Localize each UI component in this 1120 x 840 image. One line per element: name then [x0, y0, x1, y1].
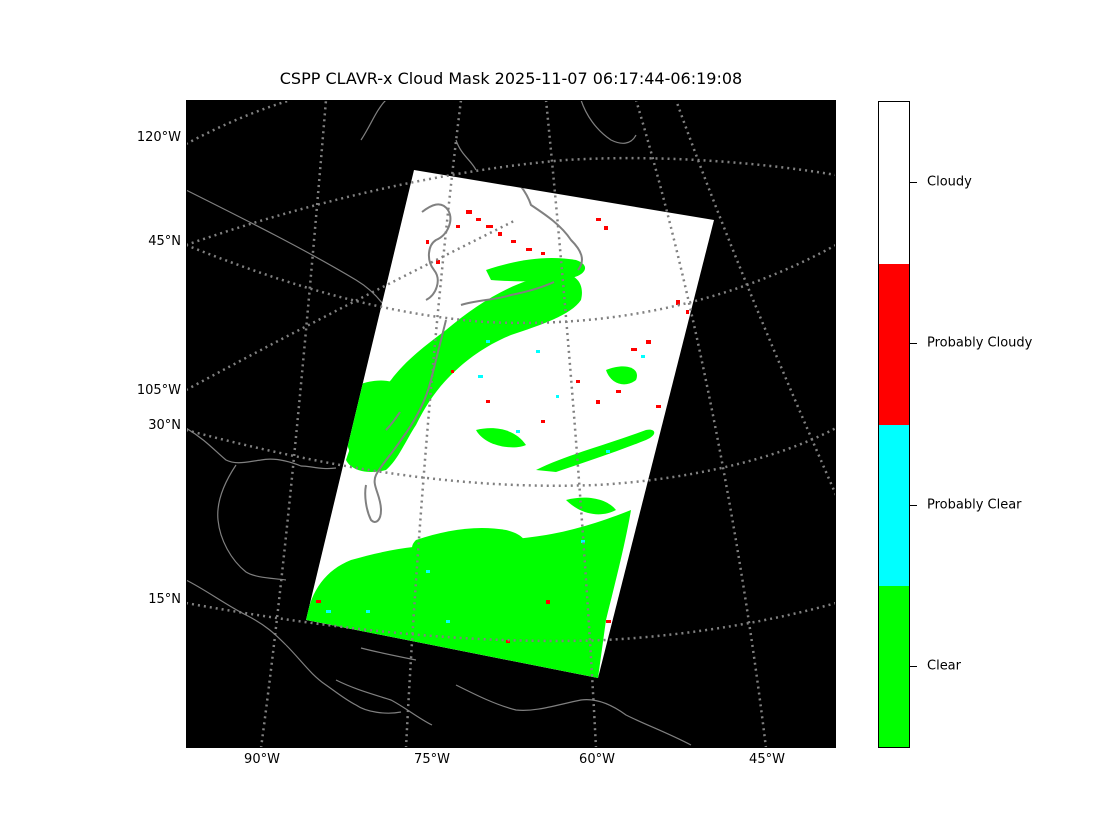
south-america-north-coast	[455, 684, 692, 746]
probably-clear-pixels	[326, 340, 645, 623]
gridline-120w	[186, 100, 292, 146]
clear-pixels	[306, 258, 655, 678]
colorbar-label-clear: Clear	[927, 658, 961, 674]
cuba-shadow	[360, 647, 417, 661]
axis-label-lat-45n: 45°N	[148, 234, 181, 249]
axis-label-lon-120w: 120°W	[136, 130, 181, 145]
colorbar-segment-cloudy	[879, 102, 909, 264]
plot-title: CSPP CLAVR-x Cloud Mask 2025-11-07 06:17…	[279, 69, 743, 88]
graticule	[186, 100, 836, 748]
colorbar-segment-probably-cloudy	[879, 264, 909, 425]
axis-label-lon-75w: 75°W	[414, 752, 450, 767]
data-swath	[306, 170, 714, 678]
colorbar-segment-clear	[879, 586, 909, 747]
map-panel	[186, 100, 836, 748]
probably-cloudy-pixels	[316, 210, 689, 643]
gridline-lat-60n	[186, 156, 836, 247]
gridline-105w	[186, 218, 517, 392]
coastlines	[186, 100, 692, 746]
map-svg	[186, 100, 836, 748]
axis-label-lon-90w: 90°W	[244, 752, 280, 767]
gulf-coast-north	[186, 427, 337, 470]
gridline-45w	[634, 100, 768, 748]
gridline-75w	[404, 100, 463, 748]
axis-label-lon-105w: 105°W	[136, 383, 181, 398]
central-america-caribbean	[285, 644, 402, 714]
panama-coast	[335, 679, 433, 726]
axis-label-lon-45w: 45°W	[749, 752, 785, 767]
gulf-coast-mexico	[217, 464, 287, 581]
colorbar-tick	[910, 182, 917, 183]
colorbar-label-probably-clear: Probably Clear	[927, 497, 1022, 513]
greenland-coast	[580, 100, 637, 144]
colorbar-segment-probably-clear	[879, 425, 909, 586]
colorbar	[878, 101, 910, 748]
colorbar-label-cloudy: Cloudy	[927, 174, 972, 190]
map-frame	[186, 100, 836, 748]
colorbar-tick	[910, 666, 917, 667]
colorbar-label-probably-cloudy: Probably Cloudy	[927, 335, 1033, 351]
gridline-90w	[259, 100, 328, 748]
hudson-coast	[360, 100, 387, 141]
axis-label-lon-60w: 60°W	[579, 752, 615, 767]
axis-label-lat-15n: 15°N	[148, 592, 181, 607]
gridline-30w	[674, 100, 836, 496]
axis-label-lat-30n: 30°N	[148, 418, 181, 433]
colorbar-tick	[910, 505, 917, 506]
central-america-pacific	[186, 579, 287, 646]
colorbar-tick	[910, 343, 917, 344]
labrador-coast	[455, 139, 477, 171]
